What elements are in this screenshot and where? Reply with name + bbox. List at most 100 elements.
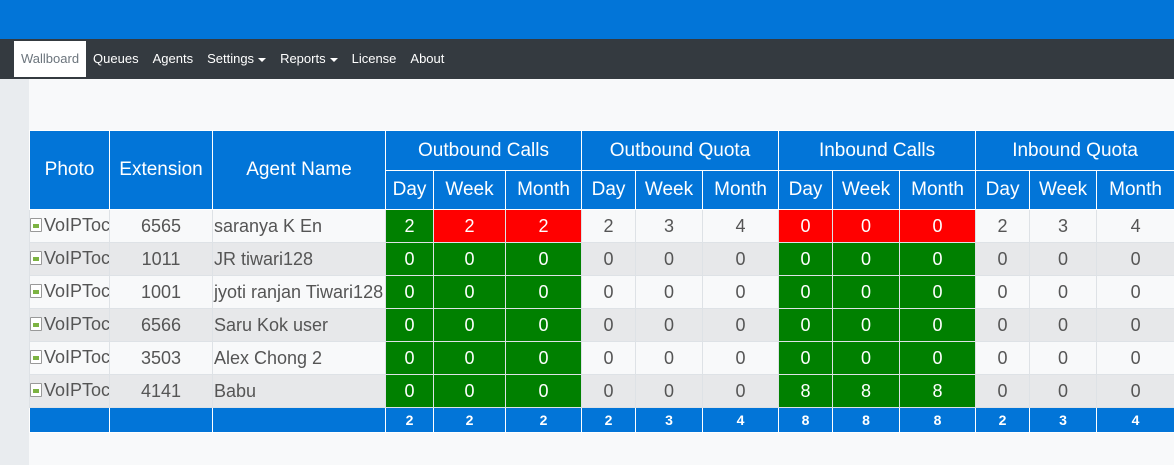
nav-agents-label: Agents — [152, 51, 194, 66]
agent-name: JR tiwari128 — [212, 242, 386, 276]
agent-extension: 4141 — [109, 374, 213, 408]
total-cell: 2 — [433, 407, 506, 433]
agent-photo: VoIPToc — [29, 209, 110, 243]
metric-cell: 0 — [1029, 242, 1098, 276]
metric-cell: 0 — [1029, 275, 1098, 309]
metric-cell: 0 — [702, 308, 780, 342]
agent-wallboard-table: Photo Extension Agent Name Outbound Call… — [29, 130, 1174, 433]
metric-cell: 0 — [433, 341, 506, 375]
metric-cell: 4 — [1096, 209, 1174, 243]
total-cell: 4 — [1096, 407, 1174, 433]
broken-image-icon: VoIPToc — [30, 313, 110, 335]
broken-image-icon: VoIPToc — [30, 280, 110, 302]
metric-cell: 0 — [1096, 308, 1174, 342]
image-placeholder-icon — [30, 251, 42, 266]
agent-row: VoIPToc 1001 jyoti ranjan Tiwari128 0 0 0 0 0 0 0… — [29, 275, 1174, 309]
metric-cell: 0 — [1029, 374, 1098, 408]
left-margin — [0, 79, 29, 465]
agent-photo: VoIPToc — [29, 341, 110, 375]
metric-cell: 0 — [581, 341, 637, 375]
header-period: Day — [385, 170, 434, 210]
metric-cell: 0 — [778, 275, 834, 309]
agent-name: Babu — [212, 374, 386, 408]
metric-cell: 2 — [504, 209, 583, 243]
metric-cell: 2 — [433, 209, 506, 243]
metric-cell: 0 — [504, 242, 583, 276]
total-cell: 2 — [385, 407, 434, 433]
total-cell: 4 — [702, 407, 780, 433]
metric-cell: 0 — [1096, 341, 1174, 375]
metric-cell: 0 — [635, 308, 704, 342]
metric-cell: 0 — [702, 275, 780, 309]
metric-cell: 0 — [975, 242, 1031, 276]
total-cell: 8 — [778, 407, 834, 433]
header-agent-name: Agent Name — [212, 130, 386, 210]
metric-cell: 0 — [899, 242, 977, 276]
header-period: Day — [975, 170, 1031, 210]
metric-cell: 8 — [899, 374, 977, 408]
metric-cell: 0 — [702, 341, 780, 375]
nav-reports-dropdown[interactable]: Reports — [273, 41, 345, 77]
photo-alt-text: VoIPToc — [44, 280, 110, 301]
nav-queues[interactable]: Queues — [86, 41, 146, 77]
agent-name: jyoti ranjan Tiwari128 — [212, 275, 386, 309]
metric-cell: 2 — [385, 209, 434, 243]
metric-cell: 0 — [385, 341, 434, 375]
header-period: Month — [504, 170, 583, 210]
metric-cell: 8 — [832, 374, 901, 408]
nav-wallboard[interactable]: Wallboard — [14, 41, 87, 77]
header-extension: Extension — [109, 130, 213, 210]
nav-license[interactable]: License — [345, 41, 404, 77]
photo-alt-text: VoIPToc — [44, 313, 110, 334]
caret-down-icon — [258, 57, 267, 62]
agent-extension: 6565 — [109, 209, 213, 243]
metric-cell: 0 — [778, 242, 834, 276]
photo-alt-text: VoIPToc — [44, 247, 110, 268]
nav-about[interactable]: About — [403, 41, 451, 77]
metric-cell: 0 — [778, 341, 834, 375]
nav-license-label: License — [351, 51, 397, 66]
header-period: Week — [635, 170, 704, 210]
metric-cell: 0 — [581, 275, 637, 309]
metric-cell: 0 — [702, 242, 780, 276]
header-inbound-calls: Inbound Calls — [778, 130, 977, 171]
metric-cell: 0 — [635, 242, 704, 276]
header-period: Month — [899, 170, 977, 210]
broken-image-icon: VoIPToc — [30, 379, 110, 401]
main-navbar: Wallboard Queues Agents Settings Reports… — [0, 39, 1174, 79]
metric-cell: 0 — [975, 308, 1031, 342]
metric-cell: 0 — [899, 341, 977, 375]
total-cell: 2 — [504, 407, 583, 433]
metric-cell: 0 — [832, 275, 901, 309]
image-placeholder-icon — [30, 317, 42, 332]
nav-settings-dropdown[interactable]: Settings — [200, 41, 273, 77]
photo-alt-text: VoIPToc — [44, 346, 110, 367]
metric-cell: 0 — [702, 374, 780, 408]
metric-cell: 0 — [832, 242, 901, 276]
agent-photo: VoIPToc — [29, 242, 110, 276]
nav-agents[interactable]: Agents — [146, 41, 200, 77]
metric-cell: 3 — [1029, 209, 1098, 243]
metric-cell: 0 — [385, 308, 434, 342]
total-cell: 2 — [975, 407, 1031, 433]
metric-cell: 0 — [581, 242, 637, 276]
totals-blank-cell — [29, 407, 110, 433]
total-cell: 3 — [1029, 407, 1098, 433]
agent-extension: 3503 — [109, 341, 213, 375]
photo-alt-text: VoIPToc — [44, 379, 110, 400]
metric-cell: 0 — [1096, 275, 1174, 309]
metric-cell: 0 — [899, 209, 977, 243]
metric-cell: 3 — [635, 209, 704, 243]
agent-photo: VoIPToc — [29, 308, 110, 342]
metric-cell: 0 — [899, 275, 977, 309]
agent-name: Alex Chong 2 — [212, 341, 386, 375]
agent-photo: VoIPToc — [29, 374, 110, 408]
agent-extension: 1011 — [109, 242, 213, 276]
metric-cell: 2 — [581, 209, 637, 243]
header-outbound-quota: Outbound Quota — [581, 130, 780, 171]
broken-image-icon: VoIPToc — [30, 247, 110, 269]
agent-row: VoIPToc 6565 saranya K En 2 2 2 2 3 4 0 0 0 2 3 4 — [29, 209, 1174, 243]
total-cell: 8 — [899, 407, 977, 433]
nav-wallboard-label: Wallboard — [21, 51, 80, 66]
header-period: Week — [1029, 170, 1098, 210]
